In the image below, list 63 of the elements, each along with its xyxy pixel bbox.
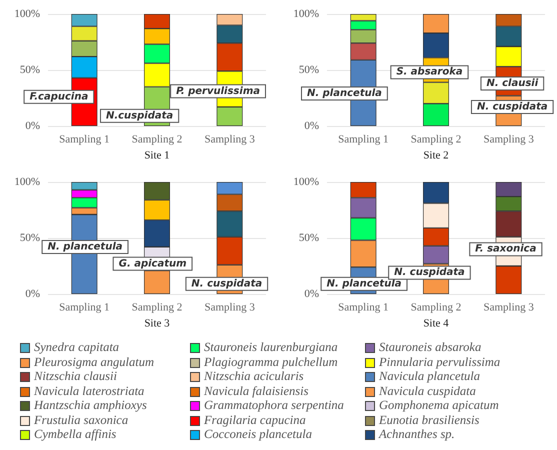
annotation: P. pervulissima <box>176 86 260 97</box>
category-label: Eunotia brasiliensis <box>378 412 480 427</box>
y-tick-label: 50% <box>20 232 40 244</box>
y-tick-label: 0% <box>304 120 319 132</box>
bar <box>144 270 170 294</box>
category-label: Navicula plancetula <box>378 369 482 384</box>
category-label: Nitzschia acicularis <box>203 369 305 384</box>
y-tick-label: 100% <box>293 176 319 188</box>
x-axis-title: Site 4 <box>423 318 450 330</box>
y-tick-label: 0% <box>25 120 40 132</box>
annotation: N. plancetula <box>326 278 402 290</box>
annotation: N. plancetula <box>306 88 382 100</box>
category-label: Pleurosigma angulatum <box>33 354 156 369</box>
x-tick-label: Sampling 2 <box>132 134 182 146</box>
category-label: Fragilaria capucina <box>203 412 307 427</box>
x-tick-label: Sampling 3 <box>204 302 256 314</box>
category-label: Stauroneis absaroka <box>378 340 482 354</box>
x-tick-label: Sampling 1 <box>59 302 110 314</box>
category-label: Stauroneis laurenburgiana <box>203 340 339 354</box>
y-tick-label: 0% <box>304 288 319 300</box>
y-tick-label: 50% <box>20 64 40 76</box>
category-label: Hantzschia amphioxys <box>32 398 148 412</box>
x-tick-label: Sampling 1 <box>338 134 389 146</box>
x-tick-label: Sampling 2 <box>410 302 462 314</box>
annotation: N. cuspidata <box>191 278 262 290</box>
y-tick-label: 50% <box>298 64 319 76</box>
category-label: Achnanthes sp. <box>377 427 456 442</box>
x-tick-label: Sampling 3 <box>483 134 534 146</box>
annotation: F. saxonica <box>475 244 537 255</box>
y-tick-label: 100% <box>14 8 40 20</box>
category-label: Frustulia saxonica <box>33 412 130 427</box>
category-label: Navicula falaisiensis <box>203 384 310 398</box>
annotation: N. cuspidata <box>394 267 466 278</box>
y-tick-label: 0% <box>25 288 40 300</box>
category-label: Synedra capitata <box>33 340 120 354</box>
y-tick-label: 50% <box>298 232 319 244</box>
category-label: Plagiogramma pulchellum <box>203 354 339 369</box>
y-tick-label: 100% <box>293 8 319 20</box>
category-label: Gomphonema apicatum <box>378 398 500 412</box>
category-label: Grammatophora serpentina <box>203 398 345 412</box>
category-label: Cymbella affinis <box>33 427 118 442</box>
annotation: N.cuspidata <box>106 110 174 122</box>
x-tick-label: Sampling 2 <box>410 134 462 146</box>
x-tick-label: Sampling 1 <box>338 302 389 314</box>
category-label: Cocconeis plancetula <box>203 427 313 442</box>
annotation: N. plancetula <box>48 241 123 252</box>
annotation: F.capucina <box>30 91 88 102</box>
x-tick-label: Sampling 3 <box>204 134 256 146</box>
category-label: Pinnularia pervulissima <box>378 354 502 369</box>
x-axis-title: Site 3 <box>144 318 170 330</box>
x-axis-title: Site 2 <box>423 150 449 162</box>
annotation: N. cuspidata <box>476 101 548 112</box>
x-axis-title: Site 1 <box>144 150 170 162</box>
annotation: G. apicatum <box>118 258 187 270</box>
category-label: Navicula laterostriata <box>33 384 146 398</box>
y-tick-label: 100% <box>14 176 40 188</box>
x-tick-label: Sampling 3 <box>483 302 534 314</box>
x-tick-label: Sampling 1 <box>59 134 110 146</box>
category-label: Navicula cuspidata <box>378 384 477 398</box>
x-tick-label: Sampling 2 <box>132 302 182 314</box>
annotation: N. clausii <box>486 78 539 89</box>
annotation: S. absaroka <box>396 66 463 78</box>
category-label: Nitzschia clausii <box>33 369 118 384</box>
